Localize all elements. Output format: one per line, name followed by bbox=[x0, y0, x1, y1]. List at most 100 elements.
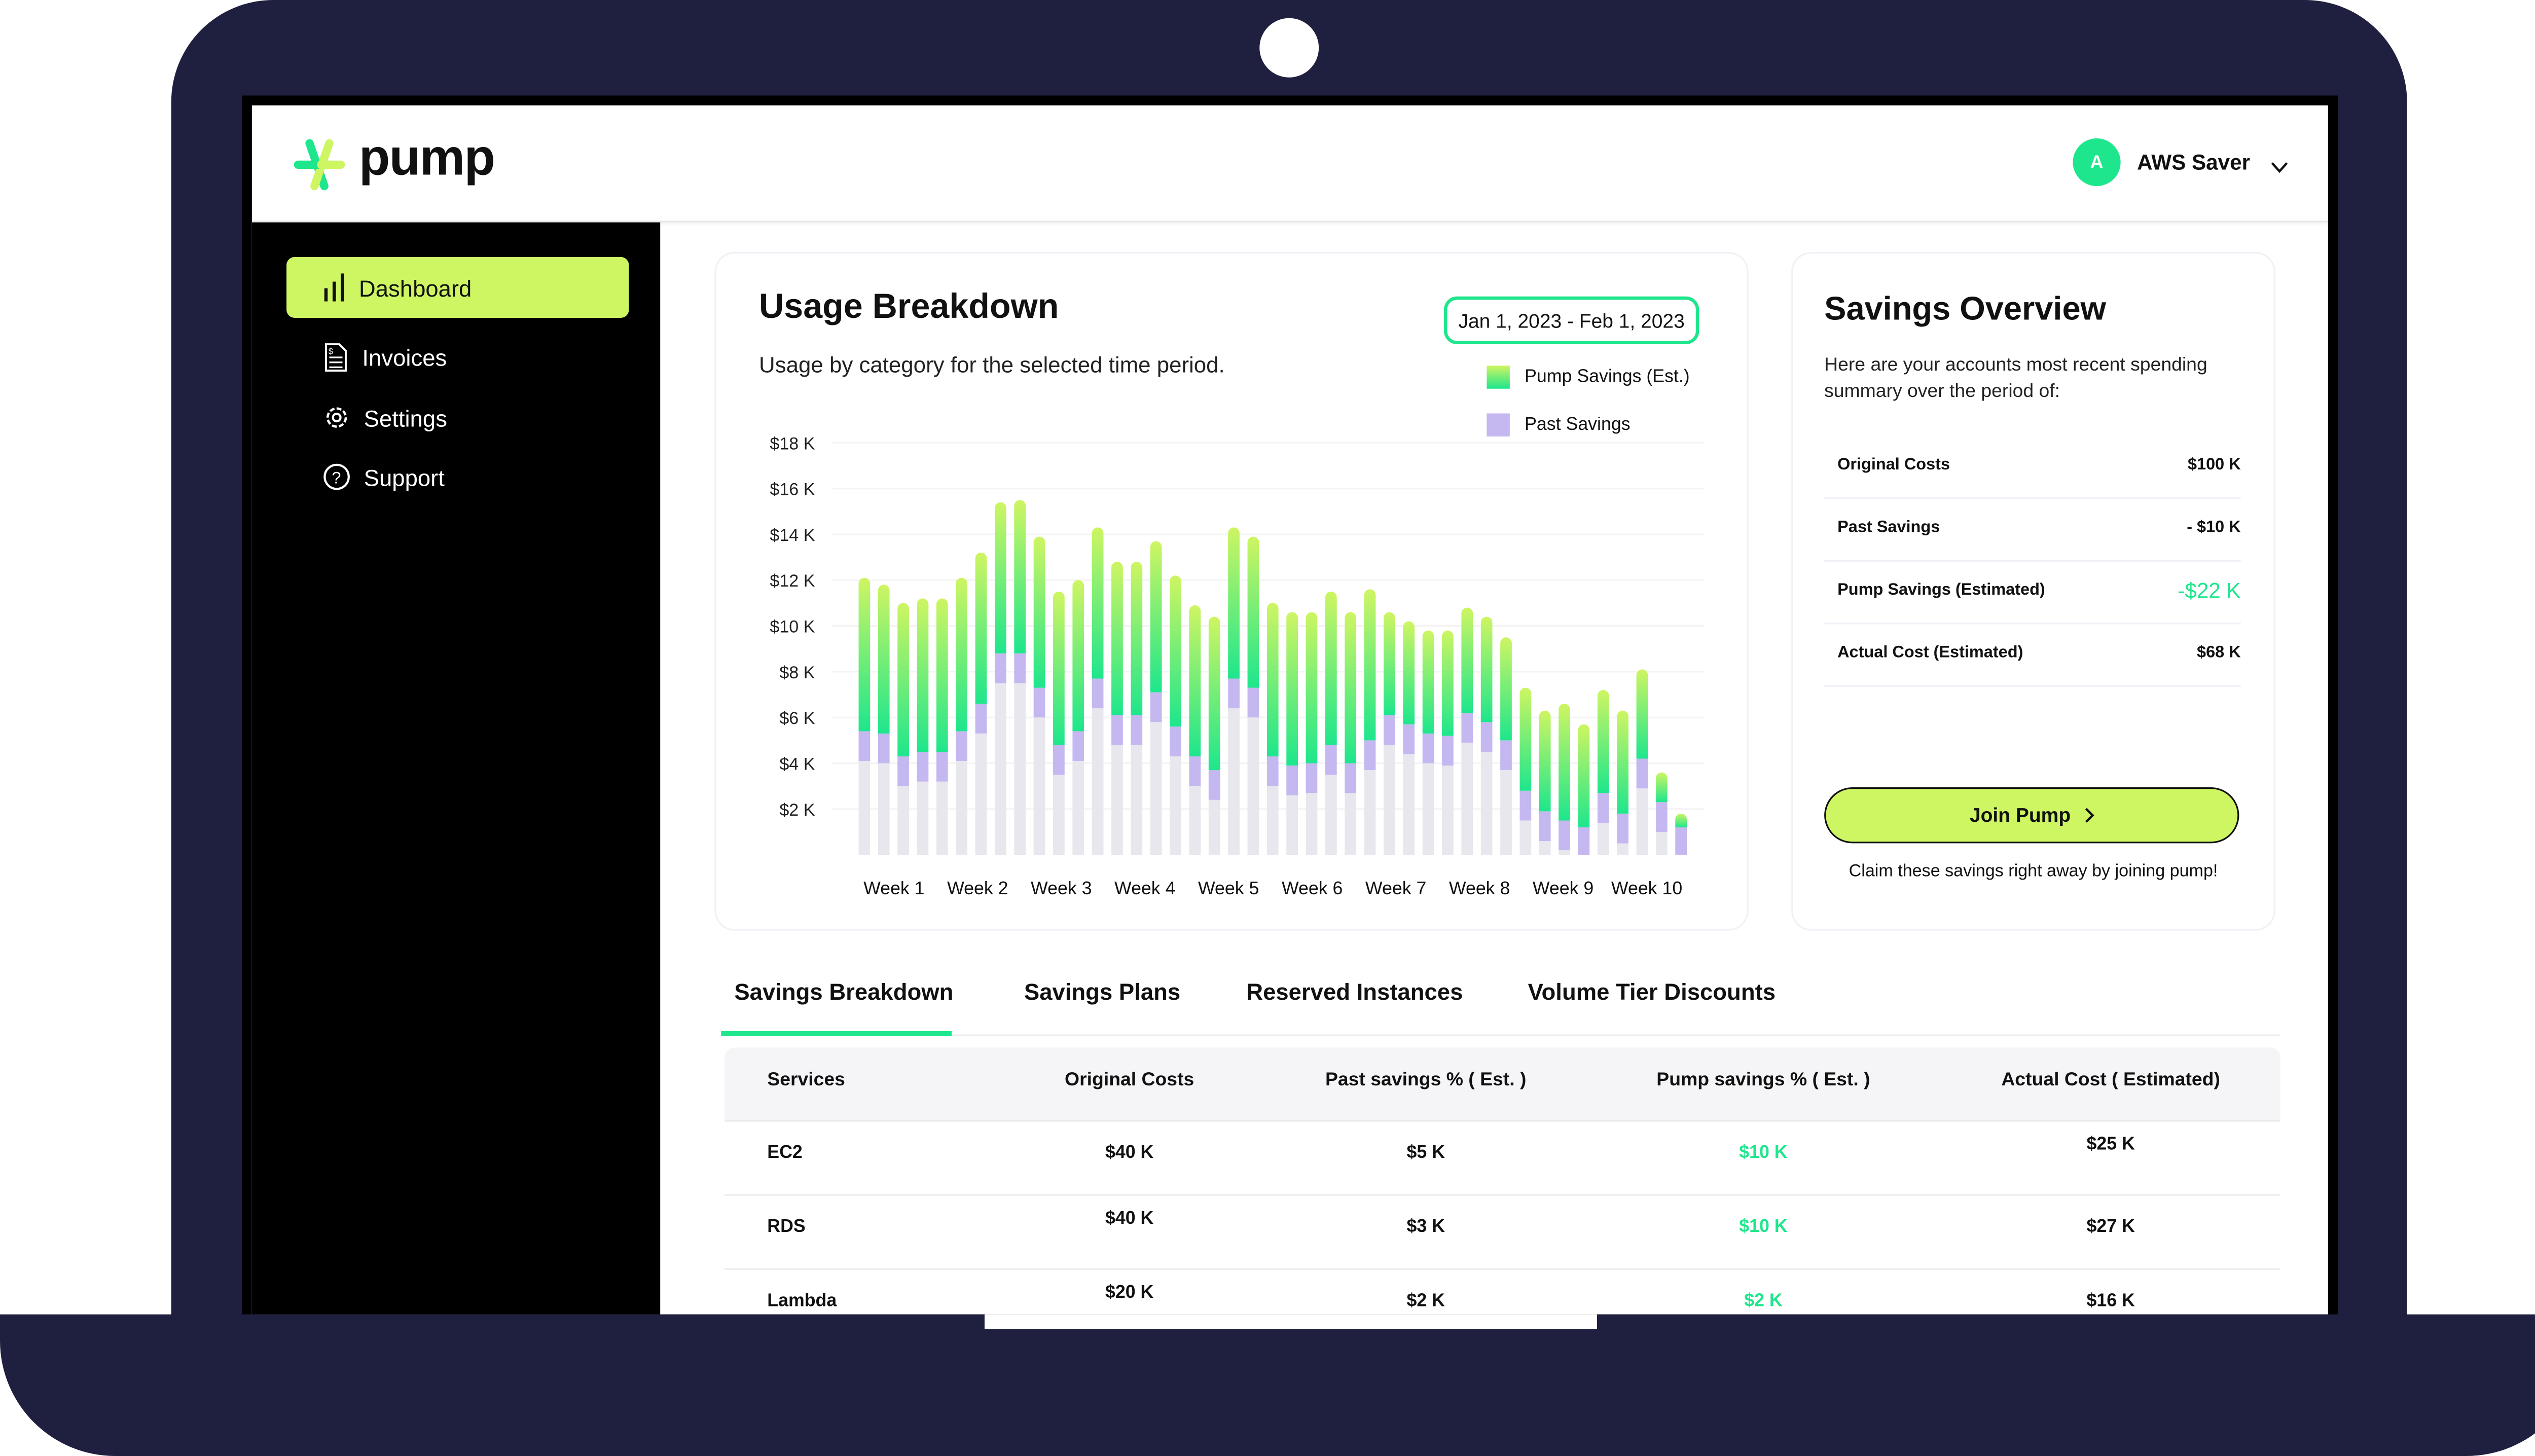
bar-segment-past-savings bbox=[1461, 713, 1473, 743]
bar-segment-base bbox=[1247, 717, 1259, 855]
bar-segment-base bbox=[1403, 754, 1415, 855]
bar-segment-pump-savings bbox=[1364, 589, 1376, 741]
bar-segment-past-savings bbox=[1519, 790, 1532, 821]
bar-segment-base bbox=[878, 763, 890, 855]
bar-segment-past-savings bbox=[1636, 758, 1648, 789]
tab-savings-breakdown[interactable]: Savings Breakdown bbox=[734, 978, 954, 1005]
overview-row-label: Original Costs bbox=[1837, 456, 1950, 475]
bar-segment-past-savings bbox=[1675, 827, 1687, 855]
table-cell: $10 K bbox=[1739, 1143, 1788, 1163]
bar-segment-base bbox=[897, 786, 909, 855]
x-tick-label: Week 10 bbox=[1611, 878, 1682, 898]
tab-reserved-instances[interactable]: Reserved Instances bbox=[1246, 978, 1463, 1005]
legend-label: Past Savings bbox=[1525, 415, 1631, 435]
bar-segment-base bbox=[1636, 788, 1648, 855]
svg-text:$: $ bbox=[329, 346, 333, 355]
bar-segment-past-savings bbox=[994, 653, 1006, 683]
sidebar-item-support[interactable]: ? Support bbox=[286, 446, 629, 507]
user-menu[interactable]: A AWS Saver bbox=[2073, 138, 2288, 187]
bar-segment-pump-savings bbox=[975, 553, 987, 704]
bar-segment-pump-savings bbox=[878, 585, 890, 734]
bar-segment-past-savings bbox=[1131, 715, 1143, 745]
bar-segment-pump-savings bbox=[1345, 612, 1357, 763]
bar-segment-pump-savings bbox=[1636, 669, 1648, 759]
bar-segment-pump-savings bbox=[1675, 813, 1687, 827]
divider bbox=[1824, 497, 2241, 499]
tab-volume-tier-discounts[interactable]: Volume Tier Discounts bbox=[1528, 978, 1776, 1005]
help-circle-icon: ? bbox=[323, 463, 350, 490]
sidebar-item-dashboard[interactable]: Dashboard bbox=[286, 257, 629, 318]
bar-segment-pump-savings bbox=[1131, 562, 1143, 715]
bar-segment-pump-savings bbox=[1247, 536, 1259, 688]
bar-segment-past-savings bbox=[1422, 733, 1434, 763]
date-range-picker[interactable]: Jan 1, 2023 - Feb 1, 2023 bbox=[1443, 296, 1699, 345]
usage-breakdown-card: Usage Breakdown Usage by category for th… bbox=[714, 252, 1749, 931]
bar-segment-past-savings bbox=[1578, 827, 1590, 855]
bar-segment-past-savings bbox=[878, 733, 890, 763]
table-row[interactable] bbox=[724, 1194, 2280, 1270]
join-pump-button[interactable]: Join Pump bbox=[1824, 787, 2239, 844]
bar-segment-past-savings bbox=[1500, 740, 1512, 771]
bar-segment-base bbox=[1266, 786, 1279, 855]
legend-swatch bbox=[1487, 413, 1510, 436]
bar-segment-past-savings bbox=[1266, 756, 1279, 786]
bar-segment-pump-savings bbox=[897, 603, 909, 756]
overview-row-value: $100 K bbox=[2187, 456, 2241, 475]
x-tick-label: Week 9 bbox=[1533, 878, 1594, 898]
bar-segment-pump-savings bbox=[956, 577, 968, 732]
bar-segment-base bbox=[1422, 763, 1434, 855]
y-tick-label: $16 K bbox=[770, 480, 815, 499]
bar-segment-base bbox=[1539, 841, 1551, 855]
gear-icon bbox=[326, 407, 347, 428]
bar-segment-pump-savings bbox=[1655, 772, 1668, 803]
x-tick-label: Week 5 bbox=[1198, 878, 1259, 898]
bar-segment-base bbox=[1228, 708, 1240, 855]
bar-segment-past-savings bbox=[1150, 692, 1162, 722]
sidebar-item-settings[interactable]: Settings bbox=[286, 387, 629, 448]
bar-segment-pump-savings bbox=[994, 502, 1006, 653]
bar-segment-base bbox=[1325, 775, 1337, 855]
bar-segment-pump-savings bbox=[1014, 500, 1026, 653]
table-cell: $10 K bbox=[1739, 1217, 1788, 1237]
legend-label: Pump Savings (Est.) bbox=[1525, 367, 1690, 387]
overview-row-label: Pump Savings (Estimated) bbox=[1837, 581, 2045, 600]
bar-segment-pump-savings bbox=[1228, 527, 1240, 679]
sidebar-item-invoices[interactable]: $ Invoices bbox=[286, 326, 629, 387]
table-cell: $27 K bbox=[2086, 1217, 2135, 1237]
bar-segment-pump-savings bbox=[1578, 724, 1590, 827]
bar-segment-base bbox=[1655, 832, 1668, 855]
pump-logo-icon bbox=[294, 139, 345, 191]
bar-segment-pump-savings bbox=[1617, 710, 1628, 814]
overview-row-value: - $10 K bbox=[2187, 519, 2241, 537]
bar-segment-pump-savings bbox=[1442, 630, 1454, 736]
y-tick-label: $12 K bbox=[770, 571, 815, 591]
divider bbox=[1824, 685, 2241, 687]
bar-segment-pump-savings bbox=[1519, 687, 1532, 791]
bar-segment-past-savings bbox=[1170, 726, 1181, 756]
bar-chart-icon bbox=[324, 273, 344, 302]
y-tick-label: $2 K bbox=[779, 800, 815, 820]
user-name: AWS Saver bbox=[2137, 150, 2251, 175]
bar-segment-pump-savings bbox=[1384, 612, 1395, 715]
bar-segment-past-savings bbox=[1539, 811, 1551, 842]
column-header: Original Costs bbox=[1065, 1070, 1194, 1090]
table-row[interactable] bbox=[724, 1120, 2280, 1196]
bar-segment-base bbox=[1014, 683, 1026, 855]
bar-segment-base bbox=[1442, 766, 1454, 855]
y-tick-label: $8 K bbox=[779, 663, 815, 682]
bar-segment-base bbox=[917, 781, 929, 855]
bar-segment-base bbox=[1072, 761, 1084, 855]
legend-swatch bbox=[1487, 366, 1510, 389]
app-screen: pump A AWS Saver Dashboard $ Invoices Se… bbox=[251, 105, 2328, 1315]
legend-item-past: Past Savings bbox=[1487, 413, 1631, 436]
bar-segment-pump-savings bbox=[1539, 710, 1551, 812]
tab-savings-plans[interactable]: Savings Plans bbox=[1024, 978, 1181, 1005]
bar-segment-past-savings bbox=[1228, 678, 1240, 709]
bar-segment-pump-savings bbox=[1480, 616, 1493, 722]
bar-segment-past-savings bbox=[1655, 802, 1668, 832]
y-tick-label: $14 K bbox=[770, 526, 815, 545]
table-cell: $20 K bbox=[1105, 1283, 1154, 1303]
invoice-icon: $ bbox=[325, 342, 347, 371]
laptop-notch bbox=[984, 1314, 1597, 1329]
overview-row-label: Past Savings bbox=[1837, 519, 1940, 537]
